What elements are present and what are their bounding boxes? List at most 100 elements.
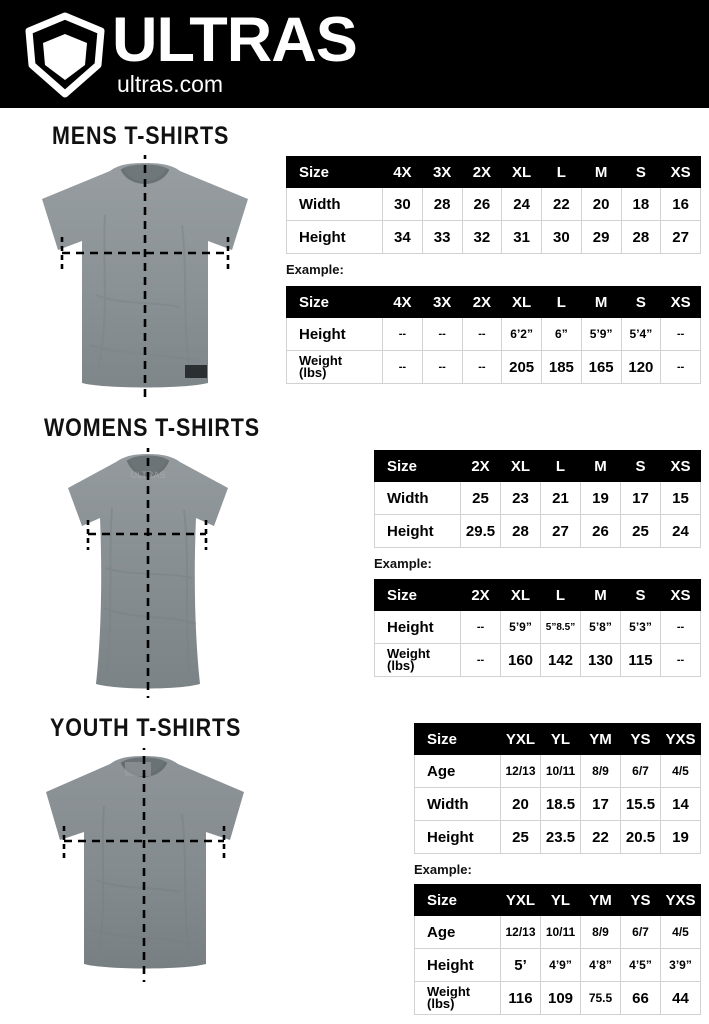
col-head-2x: 2X [460,579,501,611]
col-head-size: Size [414,723,501,755]
col-head-s: S [620,450,661,482]
col-head-size: Size [286,156,383,188]
col-head-s: S [620,286,662,318]
mens-example-table: Size 4X 3X 2X XL L M S XS Height -- -- -… [286,286,701,384]
youth-example-label: Example: [414,862,472,877]
col-head-ym: YM [580,884,621,916]
cell: 205 [501,350,542,384]
table-row: Age 12/13 10/11 8/9 6/7 4/5 [414,754,701,788]
col-head-2x: 2X [460,450,501,482]
cell: 31 [501,220,542,254]
col-head-yxs: YXS [660,723,701,755]
col-head-xs: XS [660,286,701,318]
table-row: Weight (lbs) 116 109 75.5 66 44 [414,981,701,1015]
col-head-size: Size [374,579,461,611]
cell: -- [660,317,701,351]
cell: 18 [620,187,662,221]
cell: 30 [382,187,423,221]
cell: 115 [620,643,661,677]
row-label-weight-line1: Weight [299,353,343,368]
cell: 23 [500,481,541,515]
cell: 120 [620,350,662,384]
cell: 142 [540,643,581,677]
cell: 33 [421,220,463,254]
row-label-weight-line2: (lbs) [299,365,327,380]
cell: 5’ [500,948,541,982]
col-head-m: M [580,156,622,188]
cell: 12/13 [500,754,541,788]
col-head-l: L [541,286,582,318]
cell: 24 [501,187,542,221]
cell: 28 [500,514,541,548]
table-header-row: Size 4X 3X 2X XL L M S XS [286,156,701,188]
youth-example-table: Size YXL YL YM YS YXS Age 12/13 10/11 8/… [414,884,701,1015]
row-label-weight: Weight (lbs) [414,981,501,1015]
row-label-height: Height [374,610,461,644]
col-head-l: L [541,156,582,188]
col-head-xs: XS [660,579,701,611]
col-head-yxl: YXL [500,723,541,755]
row-label-weight-line1: Weight [427,984,471,999]
cell: 130 [580,643,621,677]
col-head-m: M [580,450,621,482]
cell: 25 [460,481,501,515]
table-row: Width 30 28 26 24 22 20 18 16 [286,187,701,221]
cell: 5”8.5” [540,610,581,644]
table-header-row: Size 2X XL L M S XS [374,579,701,611]
cell: 32 [461,220,503,254]
section-title-mens: MENS T-SHIRTS [52,122,230,150]
page-header: ULTRAS ultras.com [0,0,709,108]
table-row: Width 20 18.5 17 15.5 14 [414,787,701,821]
col-head-ys: YS [620,884,661,916]
row-label-weight-line2: (lbs) [427,996,455,1011]
cell: 24 [660,514,701,548]
section-title-womens: WOMENS T-SHIRTS [44,414,260,442]
cell: -- [660,350,701,384]
cell: 22 [580,820,621,854]
col-head-l: L [540,450,581,482]
table-row: Height 5’ 4’9” 4’8” 4’5” 3’9” [414,948,701,982]
row-label-weight: Weight (lbs) [286,350,383,384]
cell: 27 [660,220,701,254]
row-label-width: Width [414,787,501,821]
cell: -- [460,643,501,677]
cell: 3’9” [660,948,701,982]
mens-size-table: Size 4X 3X 2X XL L M S XS Width 30 28 26… [286,156,701,254]
cell: 26 [580,514,621,548]
col-head-l: L [540,579,581,611]
cell: 29.5 [460,514,501,548]
col-head-2x: 2X [461,156,503,188]
row-label-height: Height [414,820,501,854]
cell: -- [461,350,503,384]
cell: 25 [500,820,541,854]
col-head-ys: YS [620,723,661,755]
cell: 6/7 [620,915,661,949]
mens-example-label: Example: [286,262,344,277]
col-head-xl: XL [501,156,542,188]
cell: 21 [540,481,581,515]
cell: 29 [580,220,622,254]
pentagon-shield-logo [22,12,108,98]
mens-tshirt-illustration [10,155,280,400]
cell: 160 [500,643,541,677]
cell: 5’9” [500,610,541,644]
cell: 12/13 [500,915,541,949]
row-label-height: Height [374,514,461,548]
womens-tshirt-illustration: ULTRAS [28,448,268,698]
cell: -- [421,317,463,351]
row-label-weight-line1: Weight [387,646,431,661]
cell: 19 [580,481,621,515]
cell: -- [460,610,501,644]
cell: -- [421,350,463,384]
cell: 28 [421,187,463,221]
cell: 5’8” [580,610,621,644]
cell: 15 [660,481,701,515]
cell: 8/9 [580,754,621,788]
row-label-width: Width [286,187,383,221]
table-row: Age 12/13 10/11 8/9 6/7 4/5 [414,915,701,949]
col-head-4x: 4X [382,286,423,318]
cell: -- [461,317,503,351]
cell: 109 [540,981,581,1015]
cell: 22 [541,187,582,221]
table-header-row: Size 2X XL L M S XS [374,450,701,482]
